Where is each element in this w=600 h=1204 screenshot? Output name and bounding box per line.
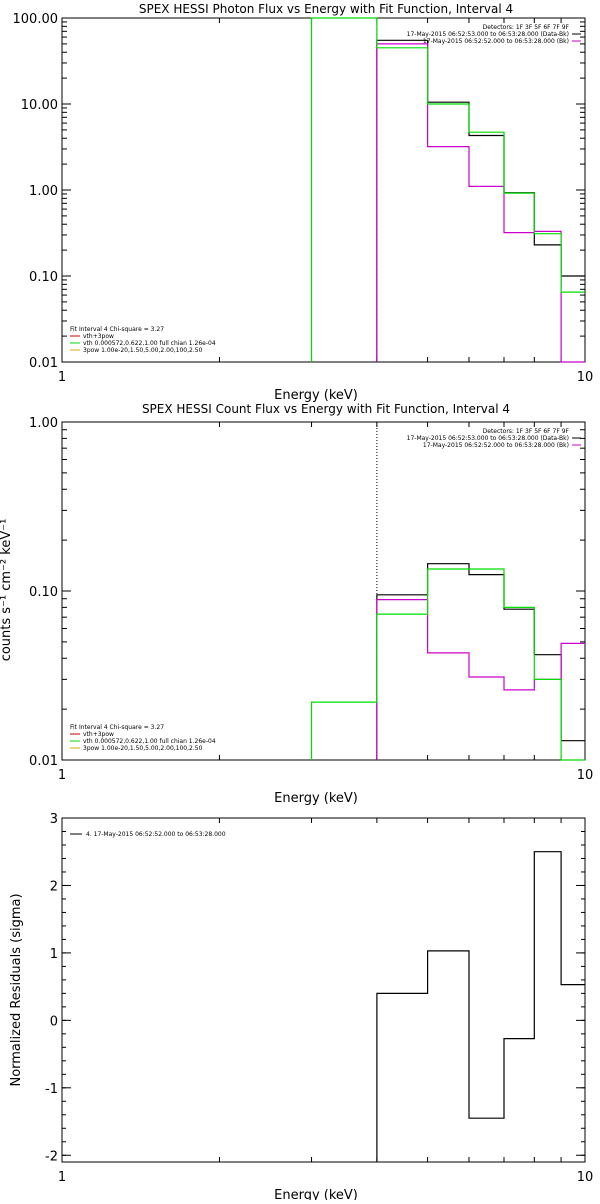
photon-flux-panel: SPEX HESSI Photon Flux vs Energy with Fi… xyxy=(13,2,594,403)
legend-header: Fit Interval 4 Chi-square = 3.27 xyxy=(70,326,164,333)
series-1-histogram xyxy=(376,43,585,363)
annotation-text: 17-May-2015 06:52:52.000 to 06:53:28.000… xyxy=(423,38,569,45)
x-tick-label: 1 xyxy=(58,768,66,783)
count-flux-ylabel: counts s⁻¹ cm⁻² keV⁻¹ xyxy=(0,519,14,662)
annotation-text: Detectors: 1F 3F 5F 6F 7F 9F xyxy=(483,428,570,435)
x-tick-label: 10 xyxy=(577,1170,594,1185)
x-tick-label: 1 xyxy=(58,370,66,385)
series-2-histogram xyxy=(310,568,585,761)
legend-text: vth 0.000572,0.622,1.00 full chian 1.26e… xyxy=(83,340,216,347)
x-tick-label: 10 xyxy=(577,370,594,385)
y-tick-label: 3 xyxy=(50,812,58,827)
series-2-histogram xyxy=(310,17,585,362)
plot-frame xyxy=(61,17,586,363)
annotation-text: 17-May-2015 06:52:53.000 to 06:53:28.000… xyxy=(407,435,569,442)
y-tick-label: 1.00 xyxy=(29,416,58,431)
y-tick-label: 0 xyxy=(50,1014,58,1029)
series-0-histogram xyxy=(376,851,585,1162)
y-tick-label: 1.00 xyxy=(29,184,58,199)
residuals-panel: Energy (keV) Normalized Residuals (sigma… xyxy=(9,812,594,1203)
legend-text: 4. 17-May-2015 06:52:52.000 to 06:53:28.… xyxy=(86,831,226,838)
y-tick-label: 10.00 xyxy=(21,98,58,113)
residuals-xlabel: Energy (keV) xyxy=(274,1188,358,1200)
annotation-text: Detectors: 1F 3F 5F 6F 7F 9F xyxy=(483,24,570,31)
legend-text: 3pow 1.00e-20,1.50,5.00,2.00,100,2.50 xyxy=(83,347,203,354)
y-tick-label: 0.01 xyxy=(29,356,58,371)
annotation-text: 17-May-2015 06:52:53.000 to 06:53:28.000… xyxy=(407,31,569,38)
x-tick-label: 10 xyxy=(577,768,594,783)
residuals-ylabel: Normalized Residuals (sigma) xyxy=(9,893,24,1086)
legend-text: 3pow 1.00e-20,1.50,5.00,2.00,100,2.50 xyxy=(83,745,203,752)
photon-flux-title: SPEX HESSI Photon Flux vs Energy with Fi… xyxy=(139,2,513,16)
count-flux-xlabel: Energy (keV) xyxy=(274,791,358,806)
y-tick-label: 100.00 xyxy=(13,12,59,27)
plot-frame xyxy=(61,421,586,761)
count-flux-panel: SPEX HESSI Count Flux vs Energy with Fit… xyxy=(0,402,593,806)
y-tick-label: -2 xyxy=(45,1149,58,1164)
legend-text: vth+3pow xyxy=(83,333,114,340)
legend-text: vth+3pow xyxy=(83,731,114,738)
y-tick-label: 2 xyxy=(50,879,58,894)
y-tick-label: 1 xyxy=(50,947,58,962)
y-tick-label: 0.10 xyxy=(29,270,58,285)
count-flux-title: SPEX HESSI Count Flux vs Energy with Fit… xyxy=(142,402,510,416)
plot-frame xyxy=(61,817,586,1163)
series-0-histogram xyxy=(376,563,585,760)
x-tick-label: 1 xyxy=(58,1170,66,1185)
series-0-histogram xyxy=(376,39,585,362)
legend-text: vth 0.000572,0.622,1.00 full chian 1.26e… xyxy=(83,738,216,745)
legend-header: Fit Interval 4 Chi-square = 3.27 xyxy=(70,724,164,731)
y-tick-label: 0.10 xyxy=(29,585,58,600)
annotation-text: 17-May-2015 06:52:52.000 to 06:53:28.000… xyxy=(423,442,569,449)
y-tick-label: 0.01 xyxy=(29,754,58,769)
photon-flux-xlabel: Energy (keV) xyxy=(274,388,358,403)
y-tick-label: -1 xyxy=(45,1082,58,1097)
